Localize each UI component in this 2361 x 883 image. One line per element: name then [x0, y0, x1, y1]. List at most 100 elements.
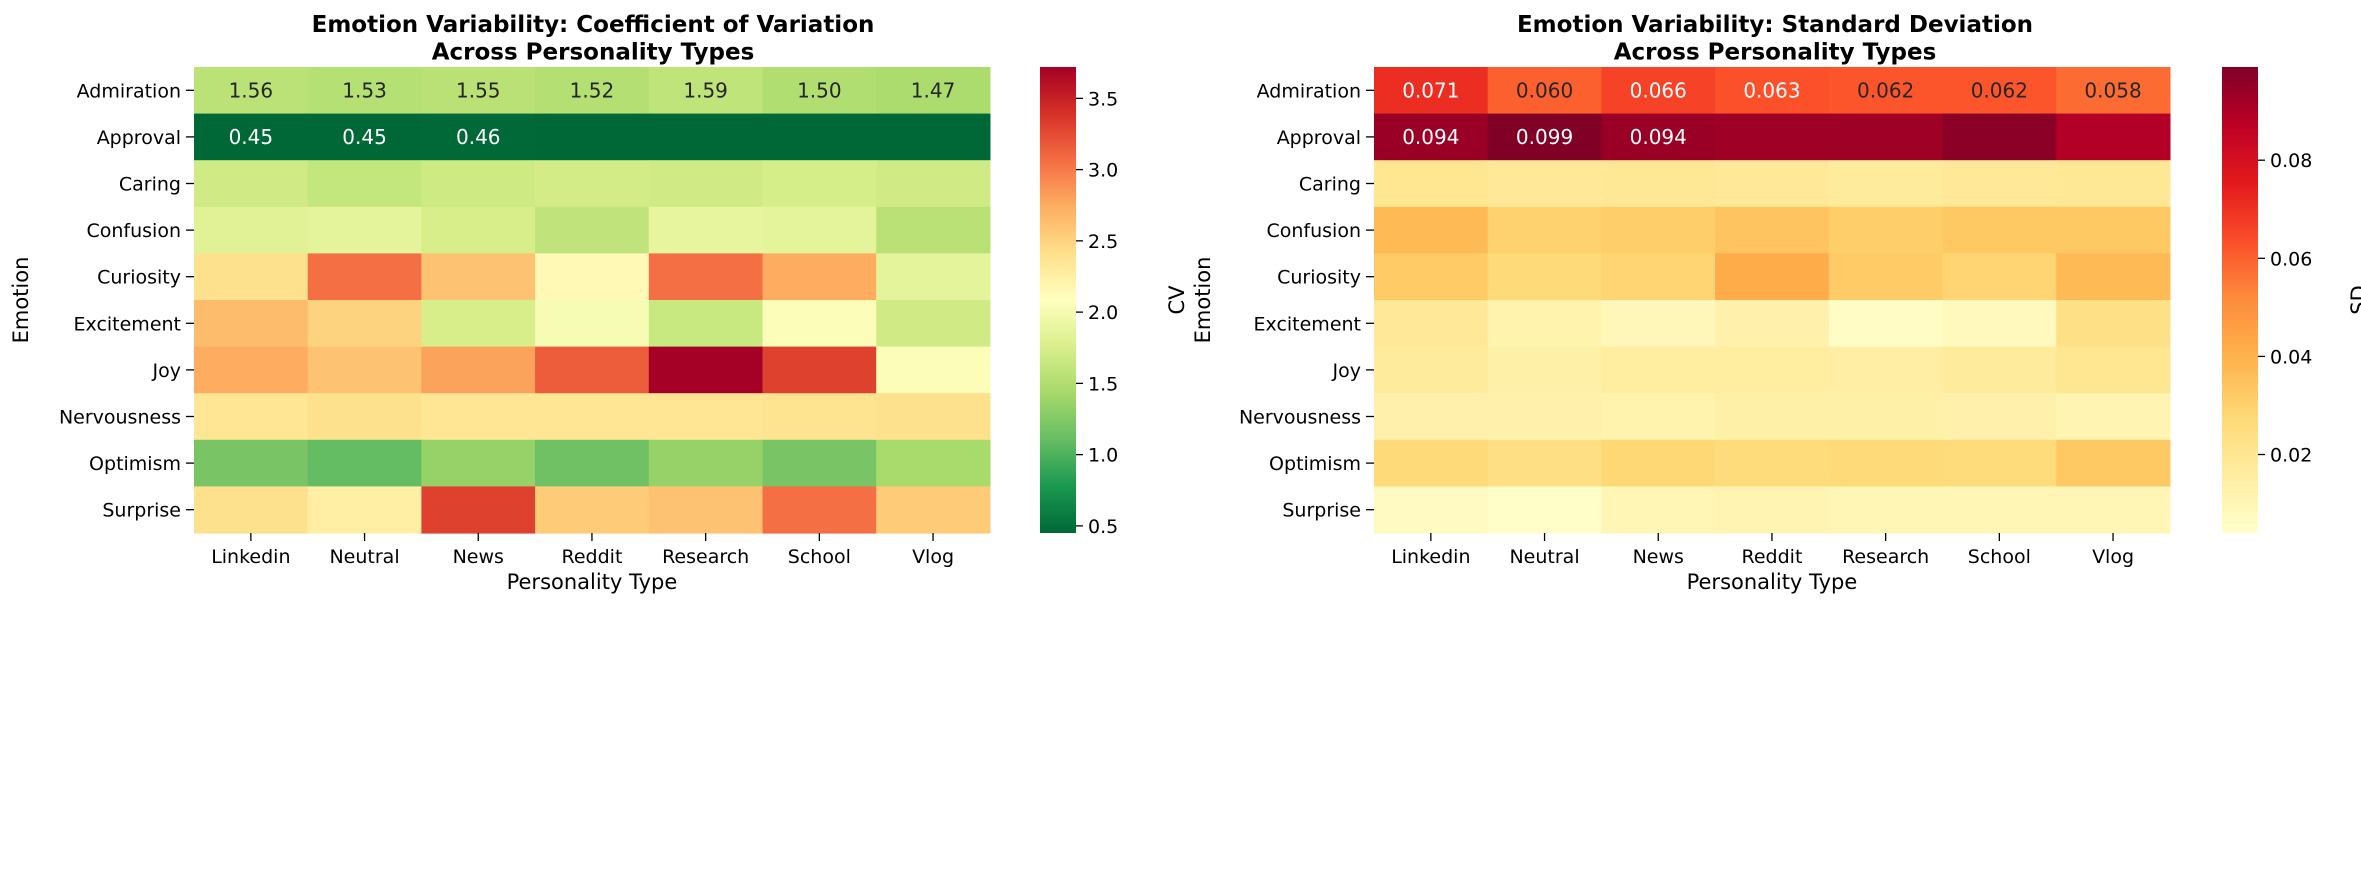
heatmap-cell [1374, 67, 1489, 115]
heatmap-cell [1942, 439, 2057, 487]
heatmap-cell [2056, 160, 2171, 208]
heatmap-cell [535, 67, 650, 115]
x-tick-label: Research [662, 546, 749, 568]
heatmap-cell [1374, 300, 1489, 348]
heatmap-cell [194, 393, 309, 441]
heatmap-cell [1715, 206, 1830, 254]
heatmap-cell [1601, 439, 1716, 487]
y-tick-label: Joy [152, 360, 181, 382]
heatmap-cell [194, 486, 309, 534]
heatmap-cell [876, 486, 991, 534]
x-axis-label: Personality Type [507, 570, 678, 594]
x-tick-label: Reddit [562, 546, 623, 568]
heatmap-cell [194, 67, 309, 115]
heatmap-cell [1942, 346, 2057, 394]
cell-annotation: 0.45 [229, 125, 274, 149]
heatmap-cell [1374, 393, 1489, 441]
heatmap-cell [1715, 300, 1830, 348]
heatmap-cell [1487, 439, 1602, 487]
heatmap-cell [1828, 253, 1944, 301]
cell-annotation: 0.060 [1516, 78, 1573, 102]
x-tick-label: Linkedin [1391, 546, 1470, 568]
x-axis-label: Personality Type [1687, 570, 1858, 594]
heatmap-cell [2056, 486, 2171, 534]
y-tick-label: Surprise [1282, 500, 1361, 522]
colorbar-tick-label: 0.02 [2270, 445, 2312, 467]
heatmap-cell [2056, 439, 2171, 487]
heatmap-cell [2056, 67, 2171, 115]
heatmap-cell [1487, 113, 1602, 161]
heatmap-cell [421, 486, 536, 534]
x-tick-label: School [788, 546, 851, 568]
x-tick-label: Neutral [329, 546, 399, 568]
y-tick-label: Confusion [1266, 220, 1361, 242]
heatmap-cell [1374, 160, 1489, 208]
heatmap-cell [194, 253, 309, 301]
heatmap-cell [1487, 160, 1602, 208]
heatmap-cell [648, 439, 764, 487]
colorbar-tick-label: 3.0 [1088, 160, 1118, 182]
heatmap-cell [1487, 300, 1602, 348]
y-tick-label: Joy [1332, 360, 1361, 382]
heatmap-cell [2056, 300, 2171, 348]
heatmap-cell [1942, 67, 2057, 115]
x-tick-label: Vlog [2092, 546, 2134, 568]
colorbar-tick-label: 3.5 [1088, 88, 1118, 110]
heatmap-cell [421, 393, 536, 441]
heatmap-cell [876, 300, 991, 348]
y-tick-label: Approval [97, 127, 181, 149]
y-tick-label: Confusion [86, 220, 181, 242]
y-tick-label: Admiration [77, 80, 181, 102]
x-tick-label: News [1633, 546, 1684, 568]
heatmap-cell [876, 253, 991, 301]
x-tick-label: News [453, 546, 504, 568]
x-tick-label: School [1968, 546, 2031, 568]
heatmap-cell [1828, 486, 1944, 534]
heatmap-cell [1374, 486, 1489, 534]
heatmap-cell [421, 160, 536, 208]
heatmap-panel-1: Emotion Variability: Coefficient of Vari… [9, 12, 1189, 594]
heatmap-cell [876, 113, 991, 161]
cell-annotation: 0.071 [1402, 78, 1459, 102]
colorbar-tick-label: 0.5 [1088, 516, 1118, 538]
y-axis-label: Emotion [1191, 257, 1215, 344]
heatmap-cell [1942, 253, 2057, 301]
cell-annotation: 1.47 [911, 78, 956, 102]
heatmap-cell [1942, 113, 2057, 161]
heatmap-cell [762, 393, 877, 441]
cell-annotation: 1.59 [683, 78, 728, 102]
colorbar-label: SD [2347, 285, 2361, 315]
y-tick-label: Caring [1299, 174, 1361, 196]
heatmap-cell [1601, 300, 1716, 348]
heatmap-cell [762, 346, 877, 394]
heatmap-cell [1715, 393, 1830, 441]
heatmap-cell [1601, 160, 1716, 208]
heatmap-cell [535, 346, 650, 394]
y-tick-label: Optimism [1269, 453, 1361, 475]
colorbar-tick-label: 1.0 [1088, 445, 1118, 467]
x-tick-label: Research [1842, 546, 1929, 568]
heatmap-cell [1715, 346, 1830, 394]
heatmap-cell [1828, 67, 1944, 115]
heatmap-cell [648, 300, 764, 348]
cell-annotation: 1.52 [570, 78, 615, 102]
heatmap-cell [1942, 300, 2057, 348]
heatmap-cell [307, 486, 422, 534]
heatmap-cell [421, 67, 536, 115]
heatmap-cell [307, 160, 422, 208]
colorbar [2222, 67, 2258, 533]
cell-annotation: 1.50 [797, 78, 842, 102]
y-tick-label: Excitement [1254, 313, 1361, 335]
heatmap-cell [535, 439, 650, 487]
y-tick-label: Approval [1277, 127, 1361, 149]
heatmap-cell [2056, 393, 2171, 441]
heatmap-cell [421, 113, 536, 161]
heatmap-cell [876, 393, 991, 441]
colorbar-tick-label: 0.08 [2270, 150, 2312, 172]
heatmap-cell [535, 206, 650, 254]
heatmap-cell [1942, 206, 2057, 254]
heatmap-cell [1601, 67, 1716, 115]
heatmap-cell [1487, 67, 1602, 115]
heatmap-cell [1715, 160, 1830, 208]
cell-annotation: 1.56 [229, 78, 274, 102]
